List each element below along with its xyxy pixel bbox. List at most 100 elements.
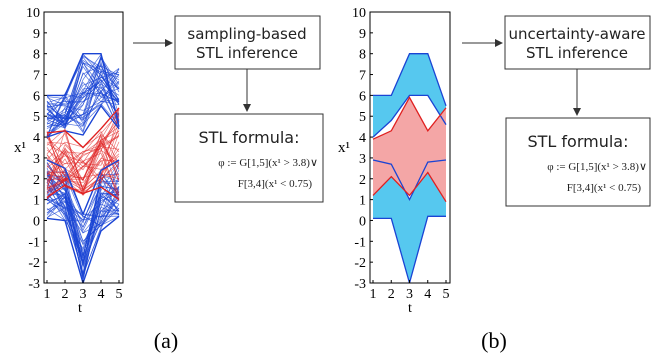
sample-trace-blue <box>46 89 120 137</box>
ytick-label: 2 <box>359 173 366 188</box>
envelope-line <box>46 107 120 149</box>
ytick-label: 8 <box>33 48 40 63</box>
ytick-label: -1 <box>354 235 366 250</box>
ytick-label: -1 <box>28 235 40 250</box>
ytick-label: 9 <box>33 27 40 42</box>
ytick-label: 5 <box>359 110 366 125</box>
sample-trace-blue <box>46 68 120 120</box>
inference-box-b-line2: STL inference <box>526 44 628 62</box>
ytick-label: 4 <box>359 131 366 146</box>
ytick-label: 0 <box>33 214 40 229</box>
sample-trace-red <box>46 160 120 196</box>
sample-trace-blue <box>46 58 120 127</box>
xtick-label: 1 <box>370 287 377 302</box>
sample-trace-red <box>46 164 120 191</box>
envelope-line <box>47 53 120 127</box>
plot-a-ylabel: x¹ <box>14 140 26 156</box>
caption-a: (a) <box>154 328 178 353</box>
plot-b-xlabel: t <box>408 301 412 316</box>
formula-a-line1: φ := G[1,5](x¹ > 3.8)∨ <box>218 157 318 169</box>
sample-trace-red <box>46 136 120 187</box>
xtick-label: 5 <box>116 287 123 302</box>
sample-trace-blue <box>46 187 120 242</box>
envelope-line <box>46 104 120 138</box>
ytick-label: -3 <box>28 277 40 292</box>
ytick-label: 7 <box>33 69 40 84</box>
sample-trace-blue <box>46 192 120 258</box>
sample-trace-blue <box>46 61 120 129</box>
band-edge-blue <box>373 215 446 283</box>
plot-b-traces <box>372 53 447 283</box>
ytick-label: 6 <box>33 89 40 104</box>
ytick-label: 0 <box>359 214 366 229</box>
ytick-label: -3 <box>354 277 366 292</box>
formula-box-a <box>174 113 324 203</box>
inference-box-a-line2: STL inference <box>196 44 298 62</box>
sample-trace-blue <box>46 180 120 278</box>
sample-trace-blue <box>46 172 120 269</box>
plot-b-ylabel: x¹ <box>338 140 350 156</box>
sample-trace-blue <box>46 183 120 229</box>
inference-box-b <box>504 15 651 70</box>
sample-trace-blue <box>46 56 120 119</box>
envelope-line <box>46 184 120 201</box>
plot-a-xlabel: t <box>78 301 82 316</box>
sample-trace-red <box>46 131 120 194</box>
plot-a-traces <box>46 53 120 283</box>
ytick-label: 4 <box>33 131 40 146</box>
sample-trace-blue <box>46 87 120 125</box>
xtick-label: 1 <box>44 287 51 302</box>
sample-trace-blue <box>46 186 120 280</box>
inference-box-a-line1: sampling-based <box>187 25 306 43</box>
sample-trace-blue <box>46 178 120 221</box>
formula-box-b <box>505 117 651 207</box>
sample-trace-red <box>46 173 120 180</box>
formula-a-line2: F[3,4](x¹ < 0.75) <box>238 178 313 190</box>
sample-trace-blue <box>46 59 120 115</box>
xtick-label: 4 <box>98 287 105 302</box>
band-edge-blue <box>372 94 447 138</box>
ytick-label: 5 <box>33 110 40 125</box>
sample-trace-blue <box>46 57 120 120</box>
envelope-line <box>46 159 120 217</box>
ytick-label: -2 <box>28 256 40 271</box>
ytick-label: 2 <box>33 173 40 188</box>
sample-trace-red <box>46 129 120 196</box>
sample-trace-red <box>46 113 120 196</box>
ytick-label: 1 <box>359 194 366 209</box>
xtick-label: 2 <box>62 287 69 302</box>
sample-trace-red <box>46 109 120 200</box>
caption-b: (b) <box>481 328 507 353</box>
sample-trace-red <box>46 135 120 182</box>
sample-trace-blue <box>46 197 120 234</box>
band-edge-blue <box>373 53 447 107</box>
sample-trace-red <box>46 133 120 190</box>
ytick-label: 10 <box>26 6 40 21</box>
sample-trace-red <box>46 126 120 191</box>
band-edge-red <box>372 96 447 140</box>
envelope-line <box>46 215 120 283</box>
ytick-label: 9 <box>359 27 366 42</box>
band-edge-red <box>372 171 447 203</box>
sample-trace-blue <box>46 201 120 227</box>
ytick-label: 10 <box>352 6 366 21</box>
ytick-label: 1 <box>33 194 40 209</box>
xtick-label: 3 <box>80 287 87 302</box>
ytick-label: 7 <box>359 69 366 84</box>
formula-b-line1: φ := G[1,5](x¹ > 3.8)∨ <box>547 161 647 173</box>
formula-box-a-title: STL formula: <box>198 128 299 147</box>
inference-box-b-line1: uncertainty-aware <box>508 25 645 43</box>
ytick-label: -2 <box>354 256 366 271</box>
formula-box-b-title: STL formula: <box>527 132 628 151</box>
ytick-label: 6 <box>359 89 366 104</box>
uncertainty-band-red <box>373 97 446 202</box>
formula-b-line2: F[3,4](x¹ < 0.75) <box>567 182 642 194</box>
ytick-label: 3 <box>359 152 366 167</box>
inference-box-a <box>174 15 321 70</box>
xtick-label: 4 <box>424 287 431 302</box>
